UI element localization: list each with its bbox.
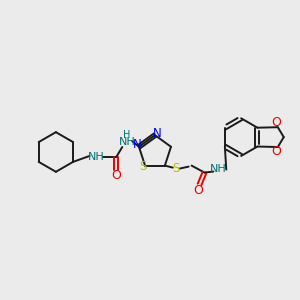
Text: O: O <box>194 184 203 197</box>
Text: H: H <box>122 130 130 140</box>
Text: O: O <box>111 169 121 182</box>
Text: NH: NH <box>119 137 136 147</box>
Text: S: S <box>140 160 147 173</box>
Text: S: S <box>172 162 179 175</box>
Text: NH: NH <box>210 164 227 174</box>
Text: N: N <box>153 127 161 140</box>
Text: N: N <box>133 138 141 151</box>
Text: NH: NH <box>88 152 105 162</box>
Text: O: O <box>271 146 281 158</box>
Text: O: O <box>271 116 281 129</box>
